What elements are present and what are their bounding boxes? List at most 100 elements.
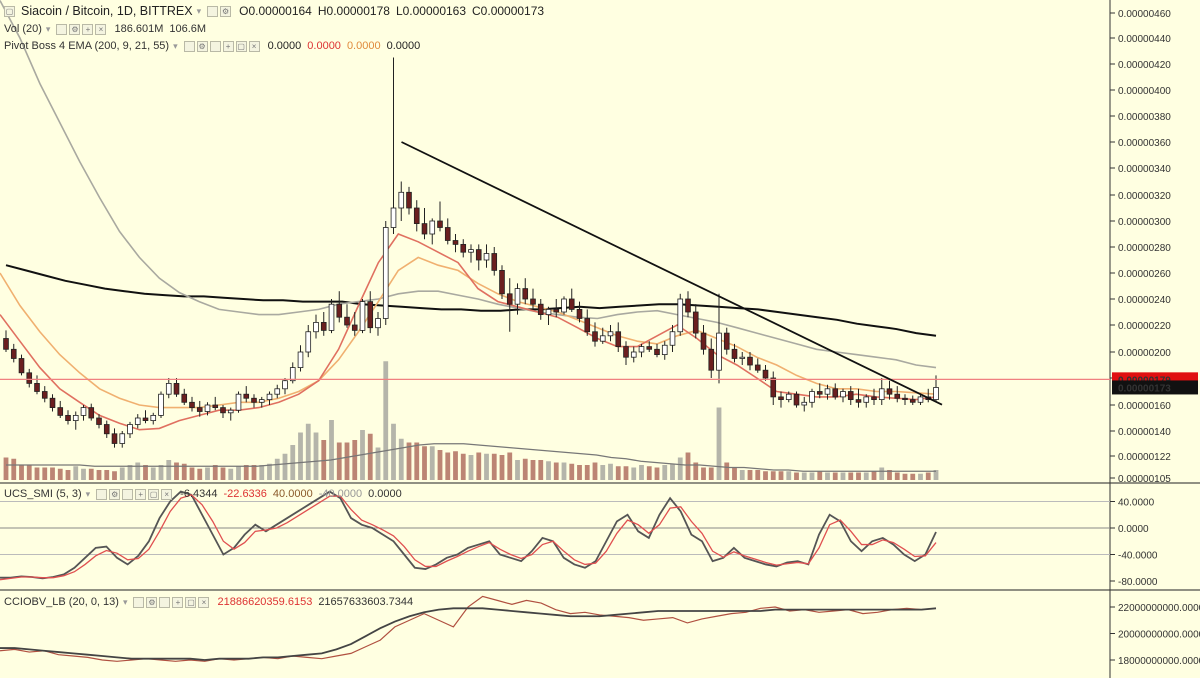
chevron-down-icon[interactable]: ▾ bbox=[196, 5, 202, 16]
volume-bar bbox=[445, 452, 451, 480]
candle bbox=[468, 249, 474, 253]
close-icon[interactable]: × bbox=[248, 40, 260, 52]
candle bbox=[220, 407, 226, 414]
volume-bar bbox=[918, 473, 923, 480]
candle bbox=[661, 344, 668, 355]
eye-icon[interactable] bbox=[183, 40, 195, 52]
price-tick-label: 0.00000280 bbox=[1118, 243, 1171, 254]
eye-icon[interactable] bbox=[96, 488, 108, 500]
chevron-down-icon[interactable]: ▾ bbox=[122, 596, 128, 607]
candle bbox=[855, 399, 862, 403]
volume-bar bbox=[623, 466, 629, 480]
candle bbox=[499, 269, 505, 295]
obv-tick-label: 20000000000.0000 bbox=[1118, 630, 1200, 641]
eye-icon[interactable] bbox=[207, 5, 219, 17]
ema200-value: 0.0000 bbox=[267, 40, 302, 52]
candle bbox=[770, 377, 777, 398]
candle bbox=[568, 298, 575, 310]
source-icon[interactable] bbox=[209, 40, 221, 52]
chevron-down-icon[interactable]: ▾ bbox=[173, 40, 178, 51]
gear-icon[interactable]: ⚙ bbox=[146, 596, 158, 608]
gear-icon[interactable]: ⚙ bbox=[109, 488, 121, 500]
add-icon[interactable]: + bbox=[222, 40, 234, 52]
price-tick-label: 0.00000420 bbox=[1118, 60, 1171, 71]
volume-bar bbox=[112, 471, 117, 480]
volume-bar bbox=[398, 438, 404, 480]
source-icon[interactable] bbox=[122, 488, 134, 500]
candle bbox=[654, 348, 660, 355]
add-icon[interactable]: + bbox=[172, 596, 184, 608]
eye-icon[interactable] bbox=[56, 23, 68, 35]
candle bbox=[158, 393, 164, 416]
add-icon[interactable]: + bbox=[82, 23, 94, 35]
volume-bar bbox=[925, 472, 931, 480]
candle bbox=[212, 404, 219, 408]
gear-icon[interactable]: ⚙ bbox=[69, 23, 81, 35]
volume-bar bbox=[88, 468, 94, 480]
low-value: L0.00000163 bbox=[395, 4, 467, 18]
close-icon[interactable]: × bbox=[161, 488, 173, 500]
candle bbox=[258, 399, 265, 403]
candle bbox=[669, 331, 676, 346]
volume-bar bbox=[933, 470, 939, 480]
volume-bar bbox=[716, 407, 722, 480]
volume-bar bbox=[739, 470, 745, 480]
candle bbox=[18, 358, 25, 374]
volume-bar bbox=[732, 467, 737, 480]
smi-smi-line bbox=[0, 490, 937, 580]
candle bbox=[375, 318, 381, 329]
gear-icon[interactable]: ⚙ bbox=[196, 40, 208, 52]
square-icon[interactable]: ▢ bbox=[185, 596, 197, 608]
eye-icon[interactable] bbox=[133, 596, 145, 608]
candle bbox=[72, 414, 79, 421]
close-icon[interactable]: × bbox=[95, 23, 107, 35]
candle bbox=[599, 335, 606, 342]
chevron-down-icon[interactable]: ▾ bbox=[45, 23, 51, 34]
volume-ma-line bbox=[6, 443, 936, 472]
price-tick-label: 0.00000440 bbox=[1118, 34, 1171, 45]
volume-bar bbox=[34, 467, 40, 480]
chevron-down-icon[interactable]: ▾ bbox=[85, 488, 91, 499]
volume-bar bbox=[910, 473, 916, 480]
candle bbox=[847, 391, 854, 401]
candle bbox=[584, 318, 591, 333]
candle bbox=[871, 396, 877, 400]
volume-bar bbox=[181, 463, 187, 480]
volume-bar bbox=[685, 452, 691, 480]
volume-bar bbox=[11, 458, 17, 480]
volume-bar bbox=[879, 467, 885, 480]
volume-bar bbox=[809, 472, 815, 480]
source-icon[interactable] bbox=[159, 596, 171, 608]
obv-value: 21886620359.6153 bbox=[217, 596, 313, 608]
price-tick-label: 0.00000160 bbox=[1118, 401, 1171, 412]
add-icon[interactable]: + bbox=[135, 488, 147, 500]
candle bbox=[723, 332, 730, 350]
gear-icon[interactable]: ⚙ bbox=[220, 5, 232, 17]
price-tick-label: 0.00000380 bbox=[1118, 112, 1171, 123]
volume-bar bbox=[460, 453, 466, 480]
candle bbox=[65, 414, 71, 421]
candle bbox=[475, 249, 482, 261]
collapse-icon[interactable]: ▢ bbox=[4, 5, 15, 17]
close-icon[interactable]: × bbox=[198, 596, 210, 608]
candle bbox=[832, 388, 839, 398]
volume-bar bbox=[352, 440, 358, 480]
volume-bar bbox=[282, 453, 288, 480]
volume-bar bbox=[298, 432, 303, 480]
candle bbox=[561, 298, 567, 313]
volume-indicator-name: Vol (20) bbox=[4, 23, 42, 35]
volume-bar bbox=[251, 465, 257, 480]
candle bbox=[227, 409, 234, 414]
square-icon[interactable]: ▢ bbox=[148, 488, 160, 500]
volume-bar bbox=[212, 465, 218, 480]
obv-indicator-name: CCIOBV_LB (20, 0, 13) bbox=[4, 596, 119, 608]
square-icon[interactable]: ▢ bbox=[235, 40, 247, 52]
volume-bar bbox=[569, 463, 575, 480]
smi-lower-band: -40.0000 bbox=[318, 488, 363, 500]
candle bbox=[204, 404, 211, 412]
candle bbox=[173, 382, 180, 395]
smi-tick-label: 0.0000 bbox=[1118, 524, 1149, 535]
ema-legend: Pivot Boss 4 EMA (200, 9, 21, 55) ▾ ⚙ + … bbox=[4, 40, 420, 52]
candle bbox=[700, 332, 707, 350]
